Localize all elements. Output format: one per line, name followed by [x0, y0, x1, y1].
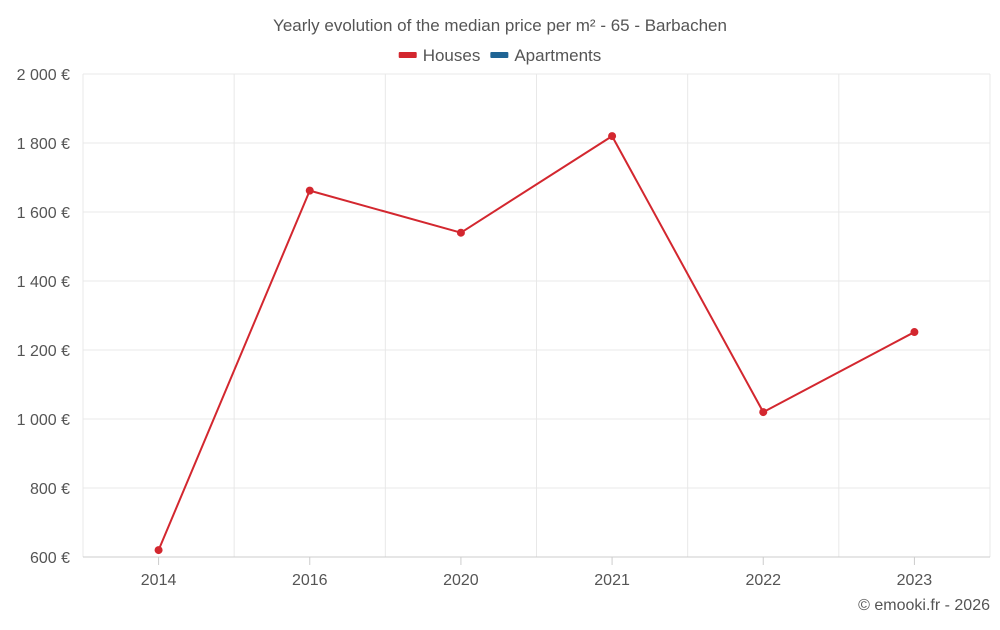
- y-tick-label: 600 €: [30, 550, 70, 567]
- label-layer: Yearly evolution of the median price per…: [273, 16, 990, 614]
- y-tick-label: 1 000 €: [17, 412, 70, 429]
- x-tick-label: 2023: [897, 572, 933, 589]
- legend-label: Houses: [423, 46, 481, 65]
- data-point-houses[interactable]: [759, 408, 768, 417]
- x-tick-label: 2021: [594, 572, 630, 589]
- legend-item-houses[interactable]: Houses: [398, 46, 481, 65]
- y-tick-label: 1 200 €: [17, 343, 70, 360]
- legend-swatch: [490, 52, 509, 58]
- chart-title: Yearly evolution of the median price per…: [273, 16, 727, 35]
- y-tick-label: 1 600 €: [17, 205, 70, 222]
- axis-layer: 600 € 800 € 1 000 € 1 200 € 1 400 € 1 600 € 1 …: [17, 67, 990, 589]
- data-point-houses[interactable]: [910, 328, 919, 337]
- credit-text: © emooki.fr - 2026: [858, 597, 990, 614]
- y-tick-label: 800 €: [30, 481, 70, 498]
- data-point-houses[interactable]: [608, 132, 617, 141]
- legend[interactable]: Houses Apartments: [398, 46, 602, 65]
- x-tick-label: 2020: [443, 572, 479, 589]
- data-point-houses[interactable]: [305, 186, 314, 195]
- y-tick-label: 1 800 €: [17, 136, 70, 153]
- grid-layer: [82, 73, 991, 557]
- series-line-houses: [157, 135, 915, 551]
- data-point-houses[interactable]: [456, 228, 465, 237]
- legend-label: Apartments: [514, 46, 601, 65]
- legend-swatch: [398, 52, 417, 58]
- x-tick-label: 2022: [745, 572, 781, 589]
- legend-item-apartments[interactable]: Apartments: [490, 46, 601, 65]
- y-tick-label: 1 400 €: [17, 274, 70, 291]
- y-tick-label: 2 000 €: [17, 67, 70, 84]
- x-tick-label: 2014: [141, 572, 177, 589]
- x-tick-label: 2016: [292, 572, 328, 589]
- series-layer: [154, 132, 919, 555]
- data-point-houses[interactable]: [154, 546, 163, 555]
